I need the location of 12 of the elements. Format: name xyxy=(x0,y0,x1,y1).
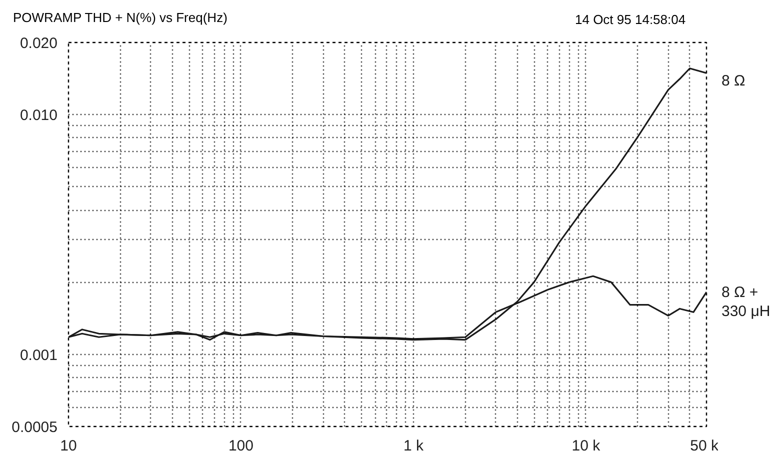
y-tick-label: 0.010 xyxy=(20,107,58,124)
x-tick-label: 10 xyxy=(60,438,77,453)
x-tick-label: 10 k xyxy=(572,438,601,453)
y-tick-label: 0.001 xyxy=(20,346,58,364)
x-tick-label: 100 xyxy=(228,438,254,453)
y-tick-label: 0.0005 xyxy=(12,419,58,436)
series-label: 8 Ω + 330 μH xyxy=(722,284,770,320)
y-tick-label: 0.020 xyxy=(20,35,58,52)
chart-title: POWRAMP THD + N(%) vs Freq(Hz) xyxy=(13,9,228,27)
text: 14 Oct 95 14:58:04 xyxy=(575,11,686,29)
series-label: 8 Ω xyxy=(722,72,746,90)
x-tick-label: 1 k xyxy=(403,438,424,453)
